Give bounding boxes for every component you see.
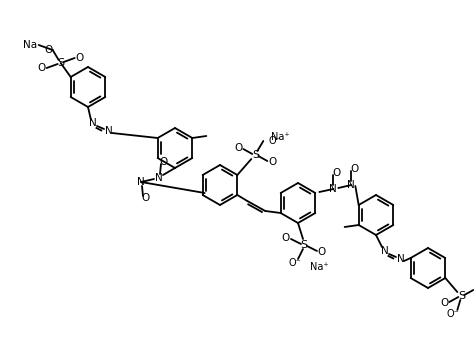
Text: O⁻: O⁻ xyxy=(447,309,460,319)
Text: N: N xyxy=(105,126,113,136)
Text: N: N xyxy=(89,118,97,128)
Text: O: O xyxy=(318,247,326,257)
Text: O: O xyxy=(332,168,340,178)
Text: O: O xyxy=(440,298,448,308)
Text: N: N xyxy=(137,177,145,187)
Text: O: O xyxy=(142,193,150,203)
Text: O: O xyxy=(268,157,276,167)
Text: O⁻: O⁻ xyxy=(289,258,301,268)
Text: S: S xyxy=(301,240,308,250)
Text: O: O xyxy=(282,233,290,243)
Text: N: N xyxy=(381,246,389,256)
Text: S: S xyxy=(57,58,64,68)
Text: N: N xyxy=(155,173,163,183)
Text: Na⁺: Na⁺ xyxy=(310,262,328,272)
Text: O: O xyxy=(37,63,46,73)
Text: O: O xyxy=(350,164,358,174)
Text: S: S xyxy=(458,291,465,301)
Text: N: N xyxy=(329,184,337,194)
Text: O: O xyxy=(45,45,53,55)
Text: O⁻: O⁻ xyxy=(268,136,281,146)
Text: Na⁺: Na⁺ xyxy=(271,132,290,142)
Text: O: O xyxy=(234,143,242,153)
Text: N: N xyxy=(347,180,355,190)
Text: Na: Na xyxy=(23,40,36,50)
Text: O: O xyxy=(160,157,168,167)
Text: N: N xyxy=(397,254,405,264)
Text: O: O xyxy=(75,53,84,63)
Text: S: S xyxy=(252,150,259,160)
